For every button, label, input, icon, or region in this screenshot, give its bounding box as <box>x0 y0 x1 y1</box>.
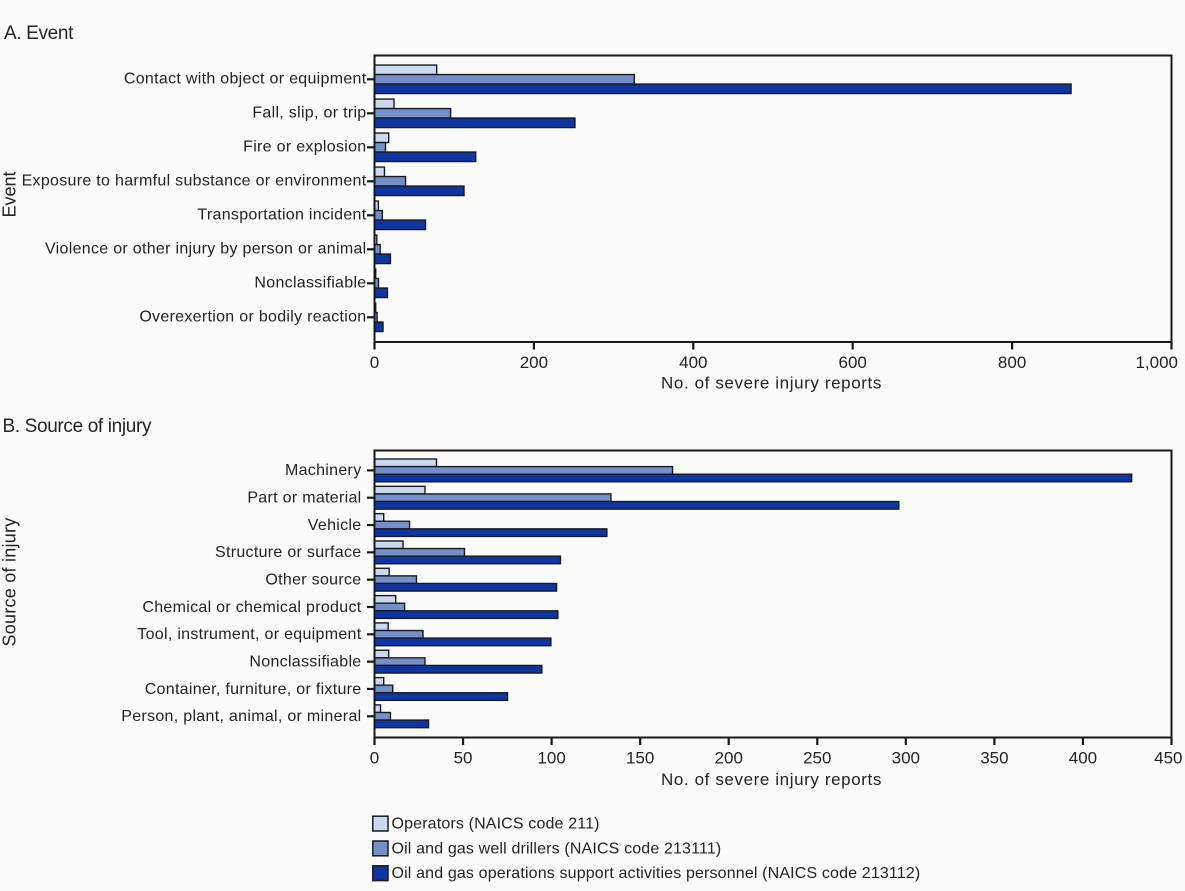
svg-text:Part or material: Part or material <box>247 490 361 507</box>
svg-text:450: 450 <box>1154 749 1182 768</box>
svg-text:Machinery: Machinery <box>285 462 362 479</box>
svg-text:350: 350 <box>980 749 1008 768</box>
svg-text:Operators (NAICS code 211): Operators (NAICS code 211) <box>392 816 600 833</box>
svg-text:400: 400 <box>679 353 707 372</box>
svg-text:Oil and gas operations support: Oil and gas operations support activitie… <box>392 865 921 882</box>
svg-text:Person, plant, animal, or mine: Person, plant, animal, or mineral <box>121 708 361 725</box>
svg-text:400: 400 <box>1069 749 1097 768</box>
svg-text:200: 200 <box>520 353 548 372</box>
svg-text:Nonclassifiable: Nonclassifiable <box>254 274 366 291</box>
svg-text:Fall, slip, or trip: Fall, slip, or trip <box>252 104 366 121</box>
svg-text:Chemical or chemical product: Chemical or chemical product <box>142 599 361 616</box>
svg-text:Oil and gas well drillers (NAI: Oil and gas well drillers (NAICS code 21… <box>392 840 722 857</box>
svg-text:Fire or explosion: Fire or explosion <box>243 138 366 155</box>
svg-text:B. Source of injury: B. Source of injury <box>3 416 152 437</box>
svg-text:Container, furniture, or fixtu: Container, furniture, or fixture <box>145 681 362 698</box>
svg-text:A. Event: A. Event <box>4 23 74 44</box>
svg-text:Other source: Other source <box>265 571 361 588</box>
svg-text:Tool, instrument, or equipment: Tool, instrument, or equipment <box>137 626 361 643</box>
svg-text:600: 600 <box>839 353 867 372</box>
svg-text:800: 800 <box>998 353 1026 372</box>
svg-text:Transportation incident: Transportation incident <box>197 206 366 223</box>
svg-text:Structure or surface: Structure or surface <box>215 544 362 561</box>
svg-text:250: 250 <box>803 749 831 768</box>
svg-text:150: 150 <box>626 749 654 768</box>
svg-text:Source of injury: Source of injury <box>0 517 20 646</box>
svg-text:Overexertion or bodily reactio: Overexertion or bodily reaction <box>139 308 366 325</box>
svg-text:50: 50 <box>454 749 473 768</box>
svg-text:Vehicle: Vehicle <box>308 517 362 534</box>
svg-text:200: 200 <box>715 749 743 768</box>
svg-text:0: 0 <box>370 749 379 768</box>
svg-text:Exposure to harmful substance: Exposure to harmful substance or environ… <box>22 172 367 189</box>
svg-text:No. of severe injury reports: No. of severe injury reports <box>661 770 882 789</box>
svg-text:Violence or other injury by pe: Violence or other injury by person or an… <box>45 240 367 257</box>
svg-text:300: 300 <box>892 749 920 768</box>
svg-text:No. of severe injury reports: No. of severe injury reports <box>661 374 882 393</box>
svg-text:1,000: 1,000 <box>1135 353 1178 372</box>
svg-text:0: 0 <box>370 353 379 372</box>
svg-text:Nonclassifiable: Nonclassifiable <box>249 653 361 670</box>
svg-text:100: 100 <box>537 749 565 768</box>
svg-text:Event: Event <box>0 171 20 217</box>
svg-text:Contact with object or equipme: Contact with object or equipment <box>124 70 367 87</box>
